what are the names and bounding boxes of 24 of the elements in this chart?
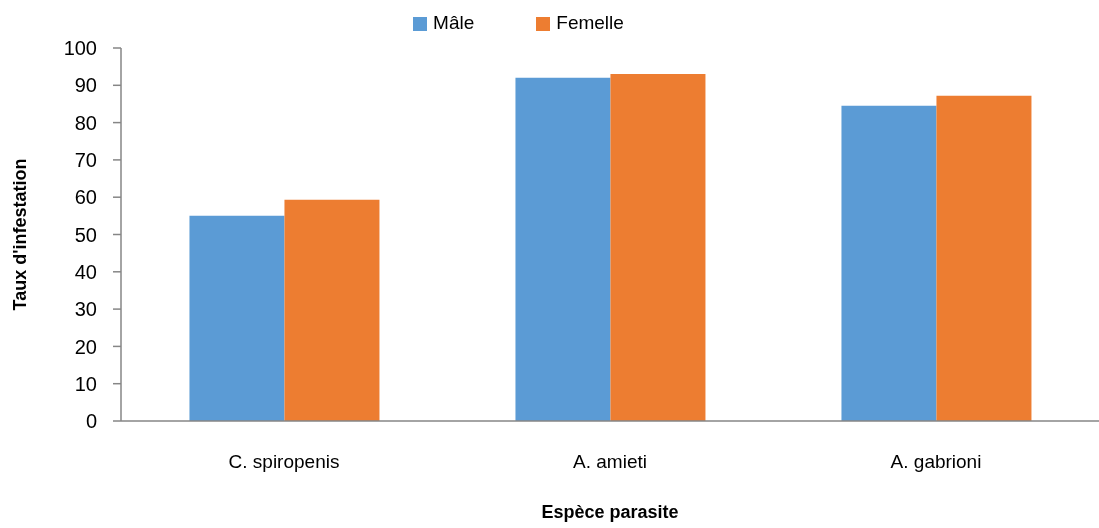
y-tick-label: 50 bbox=[74, 223, 97, 246]
bar bbox=[189, 215, 285, 421]
y-tick-label: 80 bbox=[74, 111, 97, 134]
legend-label: Mâle bbox=[433, 12, 475, 33]
bar bbox=[610, 74, 706, 421]
y-tick-label: 70 bbox=[74, 149, 97, 171]
y-tick-label: 90 bbox=[74, 74, 97, 97]
x-tick-label: C. spiropenis bbox=[228, 451, 340, 473]
y-tick-label: 100 bbox=[63, 37, 97, 60]
y-axis-title: Taux d'infestation bbox=[10, 158, 30, 311]
bar bbox=[936, 95, 1032, 421]
bar bbox=[841, 105, 937, 421]
y-tick-label: 30 bbox=[74, 298, 97, 321]
y-tick-label: 60 bbox=[74, 186, 97, 209]
y-tick-label: 10 bbox=[74, 372, 97, 395]
y-tick-label: 40 bbox=[74, 260, 97, 283]
y-tick-label: 20 bbox=[74, 335, 97, 358]
y-tick-label: 0 bbox=[85, 410, 97, 433]
bar bbox=[284, 199, 380, 421]
x-tick-label: A. gabrioni bbox=[890, 451, 982, 473]
x-tick-label: A. amieti bbox=[573, 451, 647, 473]
legend-label: Femelle bbox=[556, 12, 624, 33]
x-axis-title: Espèce parasite bbox=[541, 502, 679, 522]
bar bbox=[515, 77, 611, 421]
